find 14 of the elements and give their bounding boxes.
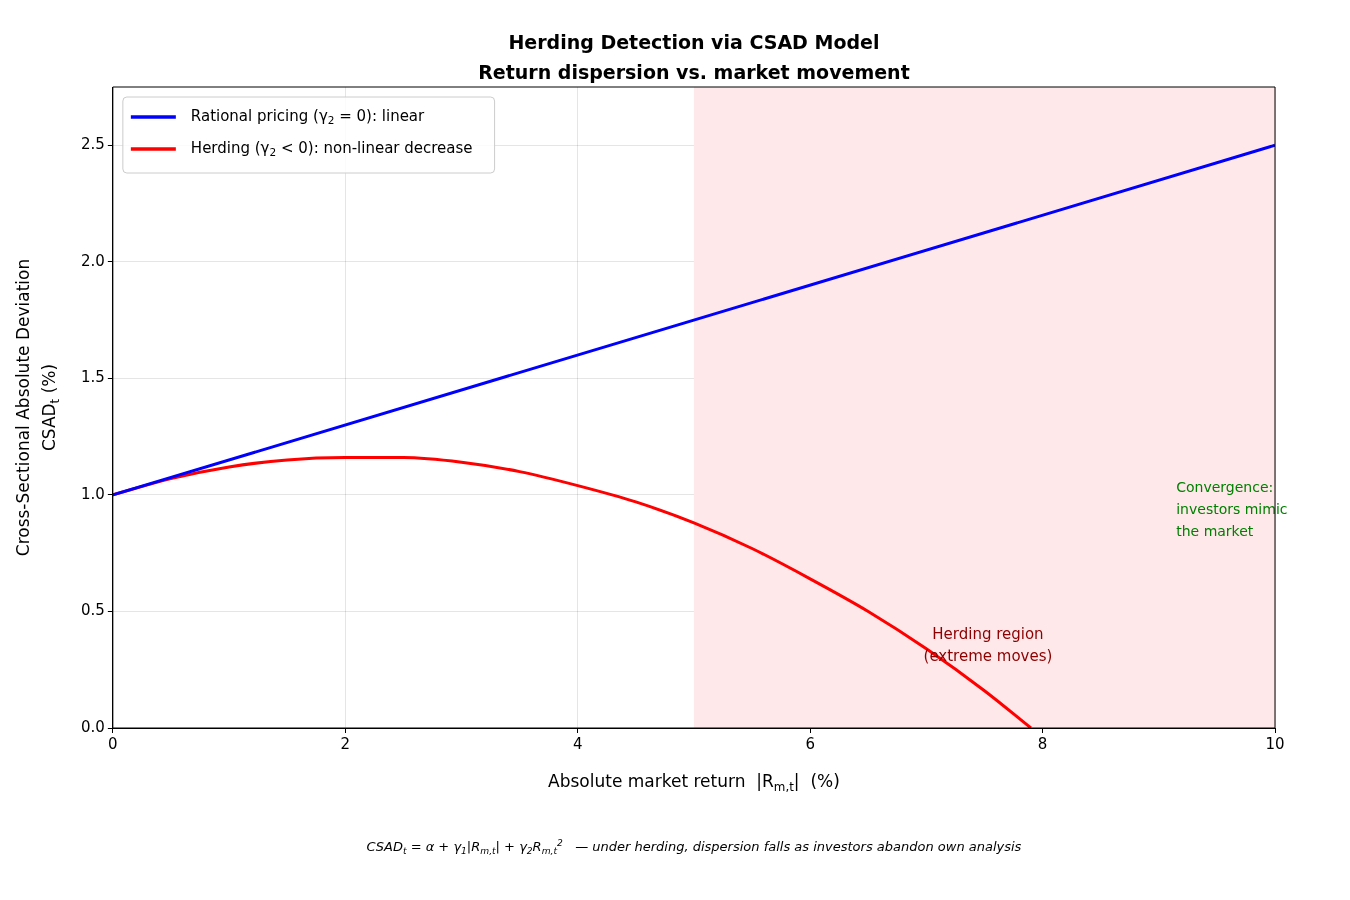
x-tick-label: 0 [108,734,118,753]
y-tick-label: 1.5 [81,368,105,387]
x-tick-label: 10 [1265,734,1285,753]
y-tick-label: 2.5 [81,135,105,154]
y-tick-label: 2.0 [81,251,105,270]
x-tick-label: 4 [572,734,583,753]
x-tick-label: 2 [340,734,351,753]
x-tick-label: 8 [1037,734,1048,753]
x-tick-label: 6 [805,734,815,753]
y-tick-label: 1.0 [81,484,105,503]
chart-title: Herding Detection via CSAD Model [508,30,880,53]
chart-subtitle: Return dispersion vs. market movement [478,60,910,83]
y-tick-label: 0.0 [81,717,105,736]
y-tick-label: 0.5 [81,601,105,620]
